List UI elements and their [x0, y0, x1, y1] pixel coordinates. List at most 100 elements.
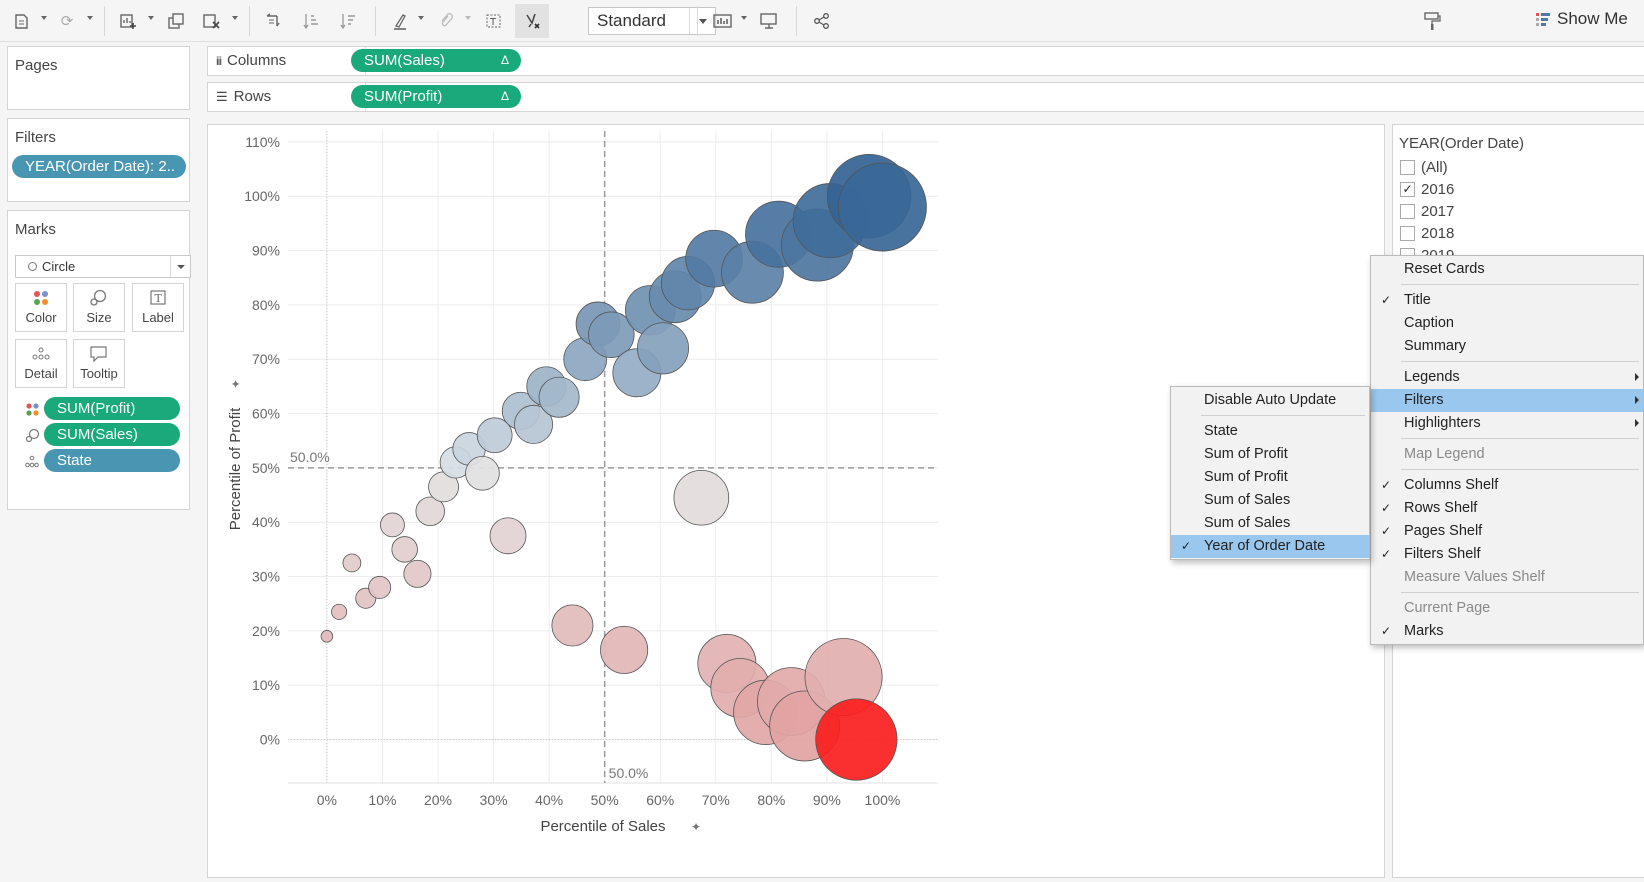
state-mark[interactable]: [673, 469, 730, 526]
format-paintbrush-icon[interactable]: [1421, 8, 1443, 34]
scatter-chart[interactable]: 0% 10% 20% 30% 40% 50% 60% 70% 80% 90% 100% 110% 0% 1…: [208, 125, 1384, 877]
data-source-dropdown-icon[interactable]: [41, 16, 47, 20]
state-mark[interactable]: [637, 322, 689, 375]
chevron-down-icon[interactable]: [170, 256, 190, 277]
new-worksheet-dropdown-icon[interactable]: [148, 16, 154, 20]
color-button[interactable]: Color: [15, 283, 67, 332]
marks-pill-state[interactable]: State: [44, 449, 180, 472]
menu-item-filters[interactable]: Filters: [1371, 389, 1643, 412]
presentation-mode-icon[interactable]: [758, 8, 780, 34]
rows-shelf[interactable]: ☰ Rows SUM(Profit) Δ: [207, 82, 1644, 112]
refresh-dropdown-icon[interactable]: [87, 16, 93, 20]
menu-item-title[interactable]: ✓ Title: [1371, 289, 1643, 312]
state-mark[interactable]: [538, 376, 580, 418]
state-mark[interactable]: [476, 417, 513, 454]
menu-item-summary[interactable]: Summary: [1371, 335, 1643, 358]
label-button[interactable]: T Label: [132, 283, 184, 332]
state-mark[interactable]: [403, 559, 432, 588]
x-tick-label: 10%: [368, 792, 396, 808]
columns-pill-sum-sales[interactable]: SUM(Sales) Δ: [351, 49, 521, 72]
marks-card: Marks Circle Color Size T Label Detail T…: [7, 210, 191, 510]
state-mark[interactable]: [465, 456, 500, 491]
fit-dropdown[interactable]: Standard: [588, 7, 716, 35]
state-mark[interactable]: [838, 162, 927, 252]
y-axis-title[interactable]: Percentile of Profit: [227, 407, 244, 530]
size-button[interactable]: Size: [73, 283, 125, 332]
mark-type-dropdown[interactable]: Circle: [15, 255, 191, 278]
menu-item-pages-shelf[interactable]: ✓ Pages Shelf: [1371, 520, 1643, 543]
chevron-down-icon[interactable]: [689, 8, 715, 34]
highlight-icon[interactable]: [389, 8, 411, 34]
marks-pill-sum-sales[interactable]: SUM(Sales): [44, 423, 180, 446]
pages-card[interactable]: Pages: [7, 46, 190, 110]
submenu-item-state[interactable]: State: [1171, 420, 1369, 443]
state-mark[interactable]: [514, 404, 554, 444]
year-filter-option[interactable]: 2017: [1400, 201, 1454, 221]
sort-descending-icon[interactable]: [337, 8, 359, 34]
menu-item-columns-shelf[interactable]: ✓ Columns Shelf: [1371, 474, 1643, 497]
detail-icon: [16, 340, 66, 366]
sort-ascending-icon[interactable]: [300, 8, 322, 34]
checkbox-checked-icon[interactable]: ✓: [1400, 181, 1415, 197]
show-cards-dropdown-icon[interactable]: [741, 16, 747, 20]
menu-item-reset-cards[interactable]: Reset Cards: [1371, 258, 1643, 281]
checkbox-icon[interactable]: [1400, 159, 1415, 175]
refresh-icon[interactable]: ⟳: [60, 13, 74, 30]
year-filter-option[interactable]: ✓ 2016: [1400, 179, 1454, 199]
show-me-button[interactable]: Show Me: [1535, 9, 1628, 29]
filters-card[interactable]: Filters YEAR(Order Date): 2..: [7, 118, 190, 202]
menu-item-filters-shelf[interactable]: ✓ Filters Shelf: [1371, 543, 1643, 566]
menu-item-marks[interactable]: ✓ Marks: [1371, 620, 1643, 643]
state-mark[interactable]: [600, 625, 649, 674]
fit-value: Standard: [597, 11, 666, 30]
year-filter-option[interactable]: (All): [1400, 157, 1448, 177]
menu-item-label: Map Legend: [1404, 446, 1485, 462]
marks-card-title: Marks: [15, 221, 56, 238]
fix-axes-icon[interactable]: [515, 4, 549, 38]
menu-item-caption[interactable]: Caption: [1371, 312, 1643, 335]
clear-sheet-dropdown-icon[interactable]: [232, 16, 238, 20]
submenu-item-sum-of-profit[interactable]: Sum of Profit: [1171, 443, 1369, 466]
filter-pill-year-order-date[interactable]: YEAR(Order Date): 2..: [12, 155, 186, 178]
state-mark[interactable]: [331, 603, 348, 620]
state-mark[interactable]: [391, 536, 418, 563]
show-mark-labels-icon[interactable]: T: [483, 8, 505, 34]
state-mark[interactable]: [320, 630, 334, 643]
group-members-icon[interactable]: [435, 8, 457, 34]
submenu-item-year-of-order-date[interactable]: ✓ Year of Order Date: [1171, 535, 1369, 558]
data-source-icon[interactable]: [10, 8, 32, 34]
marks-pill-sum-profit[interactable]: SUM(Profit): [44, 397, 180, 420]
year-filter-option[interactable]: 2018: [1400, 223, 1454, 243]
menu-item-highlighters[interactable]: Highlighters: [1371, 412, 1643, 435]
state-mark[interactable]: [342, 553, 362, 573]
detail-button[interactable]: Detail: [15, 339, 67, 388]
state-mark[interactable]: [380, 512, 405, 538]
state-mark[interactable]: [815, 698, 898, 781]
state-mark[interactable]: [551, 604, 594, 647]
checkbox-icon[interactable]: [1400, 203, 1415, 219]
rows-pill-sum-profit[interactable]: SUM(Profit) Δ: [351, 85, 521, 108]
state-mark[interactable]: [415, 496, 445, 527]
duplicate-icon[interactable]: [165, 8, 187, 34]
new-worksheet-icon[interactable]: [117, 8, 139, 34]
group-dropdown-icon[interactable]: [465, 16, 471, 20]
clear-sheet-icon[interactable]: [200, 8, 222, 34]
state-mark[interactable]: [489, 517, 527, 555]
x-axis-title[interactable]: Percentile of Sales: [540, 818, 665, 835]
submenu-item-sum-of-sales[interactable]: Sum of Sales: [1171, 489, 1369, 512]
checkbox-icon[interactable]: [1400, 225, 1415, 241]
state-mark[interactable]: [368, 575, 392, 599]
menu-item-measure-values-shelf: Measure Values Shelf: [1371, 566, 1643, 589]
submenu-item-sum-of-sales[interactable]: Sum of Sales: [1171, 512, 1369, 535]
swap-axes-icon[interactable]: [262, 8, 284, 34]
submenu-item-sum-of-profit[interactable]: Sum of Profit: [1171, 466, 1369, 489]
menu-item-legends[interactable]: Legends: [1371, 366, 1643, 389]
show-cards-icon[interactable]: [712, 8, 734, 34]
tooltip-button[interactable]: Tooltip: [73, 339, 125, 388]
share-icon[interactable]: [811, 8, 833, 34]
highlight-dropdown-icon[interactable]: [418, 16, 424, 20]
menu-item-rows-shelf[interactable]: ✓ Rows Shelf: [1371, 497, 1643, 520]
columns-shelf[interactable]: iii Columns SUM(Sales) Δ: [207, 46, 1644, 76]
submenu-item-disable-auto-update[interactable]: Disable Auto Update: [1171, 389, 1369, 412]
state-mark[interactable]: [588, 311, 635, 358]
